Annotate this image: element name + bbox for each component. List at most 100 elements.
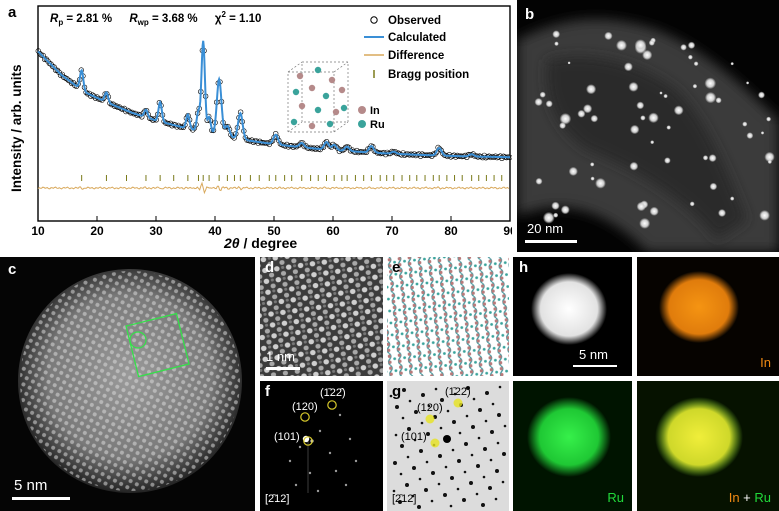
panel-g-simulated-diffraction: g (120) (1̄22̄) (101) [2̄12] xyxy=(387,381,509,511)
x-tick-label-3: 40 xyxy=(208,224,222,238)
sim-spot-69 xyxy=(478,408,482,412)
nanoparticle-52 xyxy=(636,101,645,110)
sim-spot-101 xyxy=(430,438,440,448)
sim-spot-32 xyxy=(444,465,448,469)
sim-spot-70 xyxy=(484,419,488,423)
nanoparticles xyxy=(534,30,775,229)
sim-spot-29 xyxy=(426,432,430,436)
selected-region-box xyxy=(125,312,190,378)
nanoparticle-60 xyxy=(634,39,647,51)
sim-spot-27 xyxy=(414,410,418,414)
x-tick-label-6: 70 xyxy=(385,224,399,238)
panel-b-label: b xyxy=(525,6,535,23)
sim-spot-24 xyxy=(449,504,453,508)
nanoparticle-63 xyxy=(636,201,646,212)
observed-point-188 xyxy=(335,145,341,151)
nanoparticle-6 xyxy=(666,125,671,130)
sim-spot-58 xyxy=(453,392,457,396)
sim-spot-63 xyxy=(483,447,487,451)
nanoparticle-30 xyxy=(534,97,543,107)
rp-subscript: p xyxy=(58,18,63,27)
sim-spot-57 xyxy=(494,497,498,501)
sim-spot-37 xyxy=(427,404,431,408)
nanoparticle-25 xyxy=(759,210,770,221)
xrd-difference-curve xyxy=(37,181,510,195)
sim-spot-78 xyxy=(498,385,502,389)
haadf-particle xyxy=(531,273,607,345)
x-tick-label-1: 20 xyxy=(90,224,104,238)
x-axis-symbol: 2θ xyxy=(223,235,240,251)
nanoparticle-58 xyxy=(718,209,726,217)
sim-spot-12 xyxy=(424,488,428,492)
observed-point-249 xyxy=(432,151,438,157)
legend-calculated-label: Calculated xyxy=(388,32,446,44)
nanoparticle-41 xyxy=(648,39,655,46)
x-tick-label-0: 10 xyxy=(31,224,45,238)
panel-c-label: c xyxy=(8,261,17,278)
fft-label-120: (120) xyxy=(292,401,318,413)
x-tick-label-8: 90 xyxy=(503,224,512,238)
sim-spot-76 xyxy=(497,413,501,417)
sim-spot-65 xyxy=(495,469,499,473)
fft-label-122: (1̄22̄) xyxy=(320,387,346,399)
nanoparticle-24 xyxy=(595,177,606,189)
panel-b-stem-image: b 20 nm xyxy=(517,0,779,252)
xrd-chart-svg: 10 20 30 40 50 60 70 80 90 Observed Calculated D… xyxy=(9,5,512,251)
observed-point-1 xyxy=(37,50,43,57)
panel-a-label: a xyxy=(8,4,17,21)
legend-observed-label: Observed xyxy=(388,15,441,27)
nanoparticle-35 xyxy=(568,166,578,176)
sim-spot-46 xyxy=(481,503,485,507)
sim-spot-120 xyxy=(425,414,435,424)
nanoparticle-47 xyxy=(704,91,717,104)
crystal-in-label: In xyxy=(370,105,380,117)
nanoparticle-50 xyxy=(554,41,559,46)
sim-spot-66 xyxy=(501,480,505,484)
nanoparticle-43 xyxy=(567,61,571,65)
observed-point-187 xyxy=(333,143,339,150)
sim-spot-55 xyxy=(482,475,486,479)
panel-d-label: d xyxy=(265,259,275,276)
panel-c-haadf-particle: c 5 nm xyxy=(0,257,255,511)
x-tick-label-7: 80 xyxy=(444,224,458,238)
legend-difference-label: Difference xyxy=(388,50,444,62)
panel-b-scale-bar xyxy=(525,240,577,243)
fft-label-101: (101) xyxy=(274,431,300,443)
nanoparticle-0 xyxy=(650,140,655,145)
merged-signal xyxy=(655,397,743,477)
in-atom-key xyxy=(358,106,366,114)
xrd-observed-points xyxy=(35,47,512,162)
nanoparticle-8 xyxy=(559,113,572,125)
panel-g-label: g xyxy=(392,383,402,400)
panel-h-ru-map: Ru xyxy=(513,381,632,511)
panel-h-in-map: In xyxy=(637,257,779,376)
legend-bragg-label: Bragg position xyxy=(388,69,469,81)
fft-spot-122 xyxy=(327,400,337,410)
xrd-x-ticks: 10 20 30 40 50 60 70 80 90 xyxy=(31,216,512,238)
nanoparticle-44 xyxy=(680,44,687,51)
merged-in-text: In xyxy=(728,490,740,505)
crystal-ru-label: Ru xyxy=(370,119,385,131)
observed-point-11 xyxy=(53,67,59,73)
refinement-stats: Rp = 2.81 % Rwp = 3.68 % χ2 = 1.10 xyxy=(50,10,261,27)
nanoparticle-10 xyxy=(692,83,698,89)
sim-spot-34 xyxy=(456,487,460,491)
nanoparticle-15 xyxy=(742,121,748,127)
observed-point-212 xyxy=(373,148,379,155)
rp-symbol: R xyxy=(50,13,59,25)
nanoparticle-11 xyxy=(766,116,772,122)
sim-spot-21 xyxy=(431,471,435,475)
in-map-label: In xyxy=(760,355,771,370)
x-tick-label-2: 30 xyxy=(149,224,163,238)
sim-spot-71 xyxy=(490,430,494,434)
nanoparticle-21 xyxy=(648,112,659,124)
sim-spot-60 xyxy=(465,414,469,418)
sim-spot-20 xyxy=(425,460,429,464)
observed-point-164 xyxy=(296,142,303,148)
nanoparticle-57 xyxy=(630,124,640,135)
nanoparticle-9 xyxy=(577,109,586,118)
sim-spot-1 xyxy=(398,500,402,504)
panel-h-scale-text: 5 nm xyxy=(579,347,608,362)
sim-spot-64 xyxy=(489,458,493,462)
sim-spot-6 xyxy=(417,505,421,509)
